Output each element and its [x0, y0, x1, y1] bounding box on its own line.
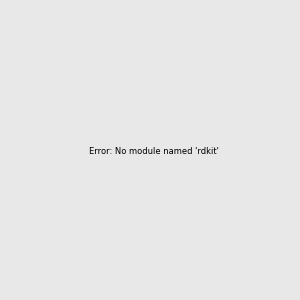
- Text: Error: No module named 'rdkit': Error: No module named 'rdkit': [89, 147, 219, 156]
